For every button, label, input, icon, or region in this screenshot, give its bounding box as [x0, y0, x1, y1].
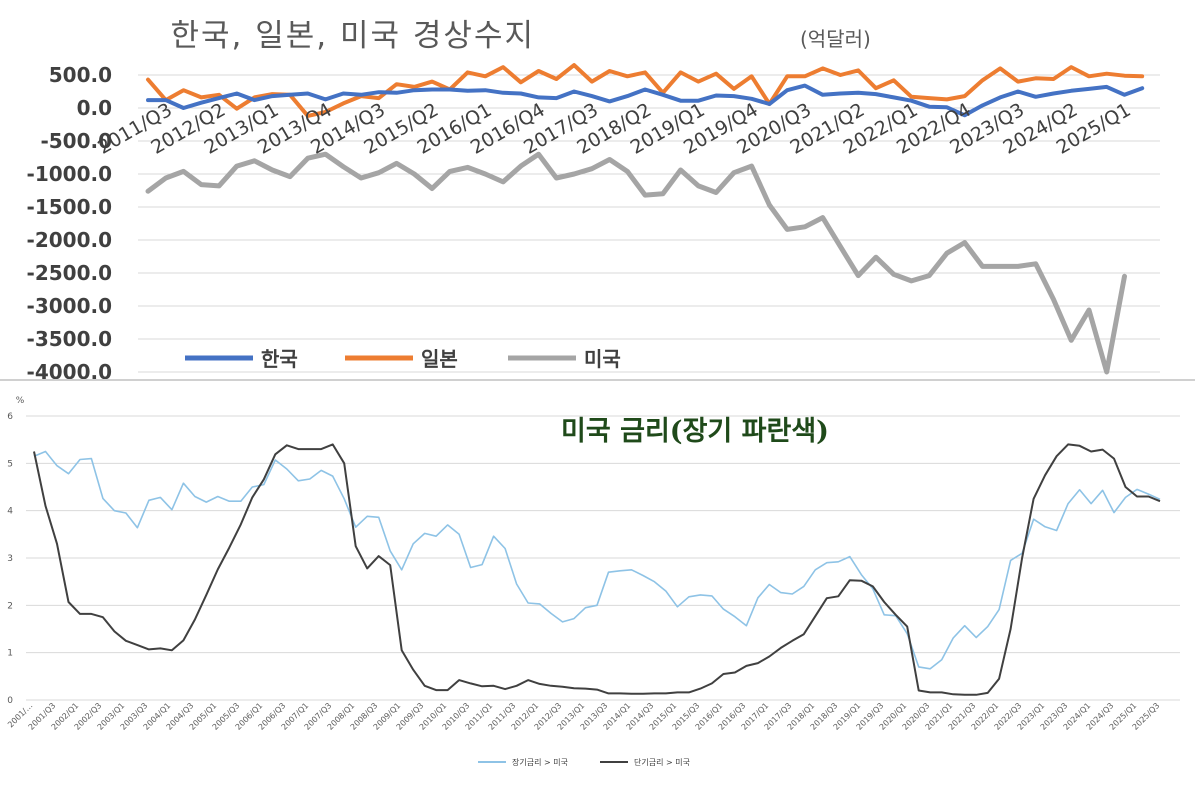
y-tick-label: 3 — [7, 554, 13, 564]
interest-rate-chart: 미국 금리(장기 파란색) % 0 1 2 3 4 5 6 2001/…2001/Q3200… — [6, 396, 1180, 767]
series-line-korea — [146, 83, 1145, 118]
y-axis-ticks: 500.0 0.0 -500.0 -1000.0 -1500.0 -2000.0 -2500… — [27, 63, 112, 380]
y-tick-label: 500.0 — [49, 63, 112, 87]
y-tick-label: -500.0 — [40, 129, 112, 153]
y-tick-label: 0.0 — [77, 96, 112, 120]
y-tick-label: -2000.0 — [27, 228, 112, 252]
y-tick-label: 0 — [7, 696, 13, 706]
legend-label: 미국 — [584, 347, 621, 371]
chart-title: 한국, 일본, 미국 경상수지 — [171, 18, 535, 54]
y-unit-label: % — [16, 396, 25, 406]
series-line-short-rate — [33, 443, 1161, 696]
legend-label: 장기금리 > 미국 — [512, 757, 568, 767]
x-axis-ticks: 2001/…2001/Q32002/Q12002/Q32003/Q12003/Q… — [6, 701, 1161, 732]
legend: 장기금리 > 미국 단기금리 > 미국 — [478, 757, 690, 767]
y-tick-label: 1 — [7, 649, 13, 659]
y-tick-label: -1000.0 — [27, 162, 112, 186]
panel-divider — [0, 379, 1195, 381]
y-tick-label: 5 — [7, 459, 13, 469]
gridlines — [138, 74, 1160, 373]
legend: 한국 일본 미국 — [185, 347, 621, 371]
rate-chart-title: 미국 금리(장기 파란색) — [561, 416, 829, 447]
current-account-chart-panel: 한국, 일본, 미국 경상수지 (억달러) 500.0 0.0 -500.0 -100… — [0, 0, 1195, 380]
y-tick-label: -2500.0 — [27, 261, 112, 285]
chart-title-unit: (억달러) — [800, 27, 871, 51]
y-axis-ticks: 0 1 2 3 4 5 6 — [7, 412, 13, 706]
interest-rate-chart-panel: 미국 금리(장기 파란색) % 0 1 2 3 4 5 6 2001/… 2001/Q3 200… — [0, 380, 1195, 788]
y-tick-label: -3500.0 — [27, 327, 112, 351]
series-line-japan — [146, 63, 1145, 118]
legend-label: 일본 — [421, 347, 458, 371]
series-lines — [145, 63, 1145, 375]
series-line-usa — [145, 151, 1127, 375]
y-tick-label: 2 — [7, 601, 13, 611]
y-tick-label: -1500.0 — [27, 195, 112, 219]
y-tick-label: 6 — [7, 412, 13, 422]
series-line-long-rate — [33, 450, 1161, 670]
y-tick-label: 4 — [7, 507, 13, 517]
legend-label: 단기금리 > 미국 — [634, 757, 690, 767]
y-tick-label: -4000.0 — [27, 360, 112, 380]
legend-label: 한국 — [261, 347, 298, 371]
y-tick-label: -3000.0 — [27, 294, 112, 318]
gridlines — [26, 415, 1180, 701]
current-account-chart: 한국, 일본, 미국 경상수지 (억달러) 500.0 0.0 -500.0 -100… — [27, 18, 1160, 380]
series-lines — [33, 443, 1161, 696]
